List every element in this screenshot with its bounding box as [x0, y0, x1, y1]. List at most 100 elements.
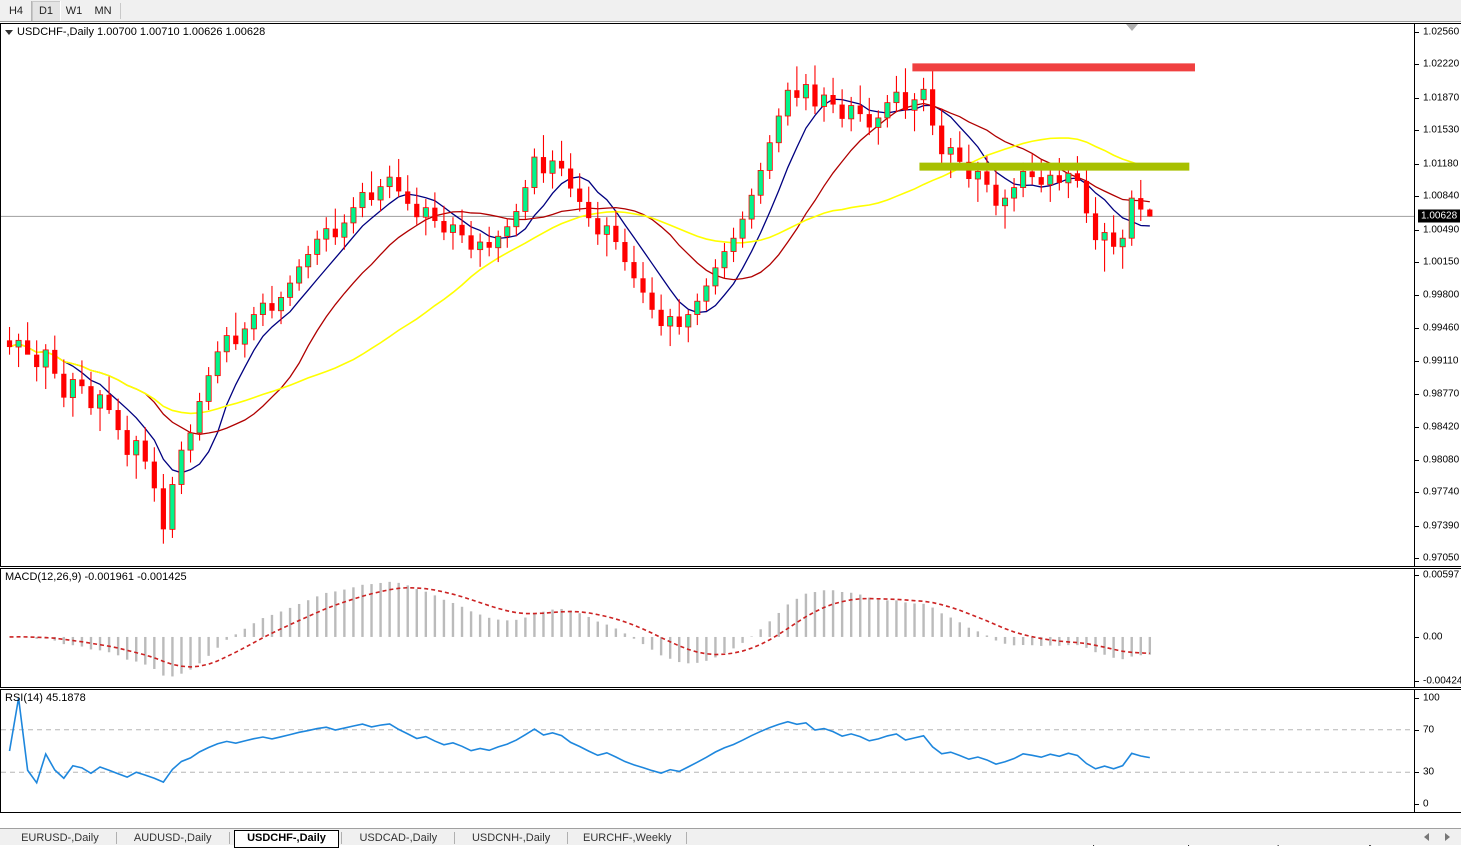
- price-axis-tick: [1415, 196, 1419, 198]
- rsi-axis-tick: [1415, 804, 1419, 805]
- candle-bullish: [1047, 174, 1054, 186]
- candle-bearish: [124, 430, 130, 455]
- candle-bullish: [42, 349, 49, 368]
- candle-bearish: [830, 95, 836, 105]
- candle-bearish: [468, 235, 474, 250]
- rsi-line: [8, 697, 1150, 785]
- price-axis-label: 1.00150: [1423, 256, 1460, 268]
- candle-bearish: [396, 177, 402, 192]
- candle-bearish: [993, 184, 999, 206]
- rsi-plot-area[interactable]: [1, 690, 1414, 812]
- chart-top-marker-icon: [1126, 24, 1138, 31]
- candle-bearish: [902, 92, 909, 111]
- candle-bullish: [703, 285, 710, 302]
- candle-bearish: [25, 340, 31, 355]
- candle-bearish: [984, 171, 990, 185]
- candle-bearish: [1111, 232, 1117, 247]
- scroll-left-icon[interactable]: [1422, 832, 1432, 842]
- rsi-level-tick: [1415, 729, 1419, 731]
- candle-bearish: [631, 262, 637, 279]
- price-axis-tick: [1415, 525, 1419, 527]
- candle-bullish: [848, 105, 855, 120]
- candle-bullish: [685, 314, 692, 328]
- price-axis-label: 1.01870: [1423, 92, 1460, 104]
- candle-bullish: [893, 91, 900, 104]
- rsi-axis-label: 70: [1423, 724, 1435, 736]
- price-axis-tick: [1415, 229, 1419, 231]
- price-header-text: USDCHF-,Daily 1.00700 1.00710 1.00626 1.…: [17, 26, 266, 38]
- macd-axis[interactable]: 0.00597 0.00 -0.004243: [1414, 568, 1461, 688]
- candle-bearish: [866, 114, 872, 128]
- candle-bearish: [957, 147, 963, 162]
- candle-bullish: [504, 226, 511, 237]
- price-axis[interactable]: 1.02560 1.02220 1.01870 1.01530 1.01180 1.008…: [1414, 23, 1461, 567]
- symbol-tab-usdchf[interactable]: USDCHF-,Daily: [233, 830, 340, 848]
- price-chart-panel[interactable]: USDCHF-,Daily 1.00700 1.00710 1.00626 1.…: [0, 23, 1415, 567]
- symbol-tab-usdcnh[interactable]: USDCNH-,Daily: [471, 832, 551, 844]
- candle-bullish: [477, 241, 484, 251]
- candle-bullish: [296, 266, 303, 284]
- candle-bearish: [486, 242, 492, 248]
- candle-bullish: [730, 237, 737, 252]
- price-axis-label: 1.01180: [1423, 158, 1459, 170]
- symbol-tab-divider: [454, 832, 456, 844]
- candle-bullish: [1128, 197, 1135, 239]
- macd-axis-label: -0.004243: [1423, 675, 1461, 687]
- price-axis-tick: [1415, 393, 1419, 395]
- candle-bullish: [1119, 237, 1126, 248]
- candle-bullish: [712, 267, 719, 287]
- candle-bullish: [739, 218, 746, 239]
- candle-bullish: [766, 142, 773, 171]
- candle-bullish: [1065, 172, 1072, 184]
- price-axis-tick: [1415, 97, 1419, 99]
- candle-bullish: [667, 316, 674, 327]
- rsi-header: RSI(14) 45.1878: [5, 692, 86, 704]
- price-axis-label: 1.00490: [1423, 224, 1460, 236]
- rsi-axis[interactable]: 100 70 30 0: [1414, 689, 1461, 813]
- candle-bullish: [386, 176, 393, 188]
- candle-bearish: [1029, 171, 1035, 178]
- candle-bearish: [142, 440, 148, 462]
- price-chart-header: USDCHF-,Daily 1.00700 1.00710 1.00626 1.…: [5, 26, 265, 38]
- candle-bullish: [341, 222, 348, 238]
- timeframe-d1[interactable]: D1: [31, 1, 61, 21]
- candle-bullish: [241, 328, 248, 345]
- candle-bearish: [106, 394, 112, 411]
- candle-bullish: [757, 170, 764, 196]
- candle-bullish: [278, 296, 285, 312]
- timeframe-w1[interactable]: W1: [65, 5, 83, 17]
- candle-bearish: [88, 386, 94, 409]
- macd-header: MACD(12,26,9) -0.001961 -0.001425: [5, 571, 187, 583]
- candle-bullish: [314, 238, 321, 255]
- rsi-panel[interactable]: RSI(14) 45.1878: [0, 689, 1415, 813]
- scroll-right-icon[interactable]: [1442, 832, 1452, 842]
- candle-bearish: [6, 340, 13, 348]
- price-axis-tick: [1415, 427, 1419, 429]
- symbol-tab-eurchf[interactable]: EURCHF-,Weekly: [582, 832, 672, 844]
- timeframe-mn[interactable]: MN: [94, 5, 112, 17]
- macd-panel[interactable]: MACD(12,26,9) -0.001961 -0.001425: [0, 568, 1415, 688]
- rsi-axis-label: 30: [1423, 766, 1435, 778]
- rsi-axis-tick: [1415, 698, 1419, 699]
- candle-bullish: [920, 88, 927, 101]
- macd-plot-area[interactable]: [1, 569, 1414, 687]
- collapse-caret-icon[interactable]: [5, 29, 13, 35]
- price-axis-label: 0.99800: [1423, 289, 1460, 301]
- rsi-axis-label: 0: [1423, 798, 1429, 810]
- price-plot-area[interactable]: [1, 24, 1414, 566]
- symbol-tab-usdcad[interactable]: USDCAD-,Daily: [359, 832, 438, 844]
- candle-bearish: [332, 228, 338, 238]
- candle-bullish: [721, 251, 728, 269]
- candle-bullish: [214, 351, 221, 377]
- candle-bullish: [1011, 187, 1018, 199]
- price-axis-label: 0.98770: [1423, 388, 1460, 400]
- candle-bearish: [586, 201, 592, 219]
- timeframe-toolbar: H4 D1 W1 MN: [0, 0, 1461, 22]
- candle-bullish: [522, 187, 529, 212]
- timeframe-h4[interactable]: H4: [8, 5, 24, 17]
- candle-bearish: [558, 160, 565, 169]
- price-axis-tick: [1415, 361, 1419, 363]
- candle-bullish: [1002, 197, 1009, 207]
- symbol-tab-eurusd[interactable]: EURUSD-,Daily: [21, 832, 99, 844]
- symbol-tab-audusd[interactable]: AUDUSD-,Daily: [133, 832, 212, 844]
